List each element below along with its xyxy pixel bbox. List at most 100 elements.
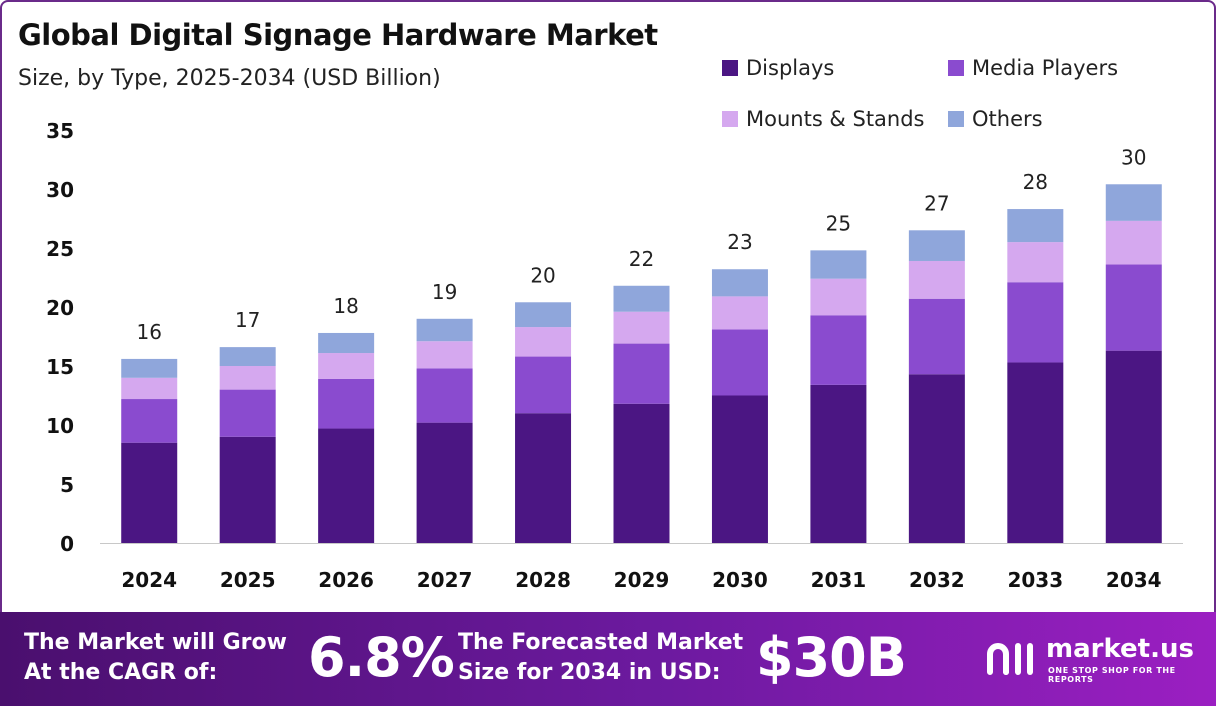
forecast-label-line1: The Forecasted Market (458, 630, 744, 655)
bar-mounts-stands-2026 (318, 353, 375, 379)
x-tick-label-2024: 2024 (121, 568, 177, 592)
bar-mounts-stands-2025 (219, 366, 276, 390)
y-tick-label-35: 35 (46, 119, 74, 143)
total-label-2025: 17 (235, 308, 260, 332)
x-tick-label-2027: 2027 (417, 568, 473, 592)
legend-label-others: Others (972, 107, 1043, 131)
bar-media-players-2033 (1007, 282, 1064, 363)
total-label-2024: 16 (137, 320, 162, 344)
bar-others-2033 (1007, 209, 1064, 243)
bar-media-players-2029 (613, 343, 670, 404)
legend-item-others[interactable]: Others (948, 107, 1043, 131)
total-label-2033: 28 (1023, 170, 1048, 194)
y-tick-label-15: 15 (46, 355, 74, 379)
bar-media-players-2030 (711, 329, 768, 396)
legend-label-media-players: Media Players (972, 56, 1119, 80)
y-tick-label-0: 0 (60, 532, 74, 556)
summary-banner: The Market will Grow At the CAGR of: 6.8… (0, 612, 1216, 706)
bar-displays-2025 (219, 436, 276, 543)
bar-media-players-2032 (908, 298, 965, 375)
legend-item-displays[interactable]: Displays (722, 56, 834, 80)
y-tick-label-25: 25 (46, 237, 74, 261)
bar-media-players-2024 (121, 399, 178, 443)
x-tick-label-2032: 2032 (909, 568, 965, 592)
total-label-2029: 22 (629, 247, 654, 271)
chart-legend: Displays Media Players Mounts & Stands O… (722, 56, 1192, 146)
legend-label-displays: Displays (746, 56, 835, 80)
bar-others-2034 (1105, 184, 1162, 221)
bar-others-2032 (908, 230, 965, 261)
bar-displays-2027 (416, 422, 473, 543)
y-tick-label-10: 10 (46, 414, 74, 438)
bar-displays-2033 (1007, 362, 1064, 543)
bar-mounts-stands-2031 (810, 278, 867, 316)
total-label-2034: 30 (1121, 145, 1146, 169)
bar-mounts-stands-2029 (613, 311, 670, 344)
logo-tagline: ONE STOP SHOP FOR THE REPORTS (1048, 666, 1176, 684)
bar-mounts-stands-2028 (515, 327, 572, 357)
bar-media-players-2026 (318, 378, 375, 429)
bar-others-2029 (613, 285, 670, 312)
bar-others-2027 (416, 318, 473, 342)
bar-media-players-2031 (810, 315, 867, 385)
stacked-bar-chart: 0 5 10 15 2025 30 35 16 17 18 19 20 22 23 25 27 28 30 20… (46, 119, 1183, 592)
chart-title: Global Digital Signage Hardware Market (18, 18, 658, 52)
legend-item-media-players[interactable]: Media Players (948, 56, 1118, 80)
legend-item-mounts-stands[interactable]: Mounts & Stands (722, 107, 925, 131)
bar-displays-2031 (810, 384, 867, 543)
bar-displays-2028 (515, 413, 572, 543)
total-label-2028: 20 (530, 263, 555, 287)
bar-displays-2026 (318, 428, 375, 543)
bar-mounts-stands-2034 (1105, 220, 1162, 265)
legend-swatch-media-players (948, 60, 964, 76)
y-tick-label-20: 20 (46, 296, 74, 320)
x-tick-label-2033: 2033 (1007, 568, 1063, 592)
cagr-label-line1: The Market will Grow (24, 630, 287, 655)
bar-others-2030 (711, 269, 768, 297)
bar-media-players-2034 (1105, 264, 1162, 351)
bar-others-2028 (515, 302, 572, 328)
y-tick-label-30: 30 (46, 178, 74, 202)
bar-others-2026 (318, 332, 375, 354)
bar-mounts-stands-2024 (121, 377, 178, 400)
x-tick-label-2029: 2029 (614, 568, 670, 592)
x-tick-label-2034: 2034 (1106, 568, 1162, 592)
legend-swatch-mounts-stands (722, 111, 738, 127)
legend-label-mounts-stands: Mounts & Stands (746, 107, 925, 131)
bar-displays-2032 (908, 374, 965, 543)
bar-media-players-2028 (515, 356, 572, 414)
bar-displays-2034 (1105, 350, 1162, 543)
bar-mounts-stands-2033 (1007, 242, 1064, 283)
bar-mounts-stands-2030 (711, 296, 768, 330)
bar-others-2024 (121, 358, 178, 378)
market-us-logo-icon (987, 643, 1033, 675)
cagr-label-line2: At the CAGR of: (24, 660, 218, 685)
bar-mounts-stands-2032 (908, 260, 965, 299)
total-label-2027: 19 (432, 280, 457, 304)
y-tick-label-5: 5 (60, 473, 74, 497)
bar-others-2031 (810, 250, 867, 279)
forecast-label-line2: Size for 2034 in USD: (458, 660, 721, 685)
logo-name: market.us (1046, 634, 1194, 664)
total-label-2032: 27 (924, 191, 949, 215)
x-axis: 2024 2025 2026 2027 2028 2029 2030 2031 2032 2033… (100, 543, 1183, 592)
legend-swatch-others (948, 111, 964, 127)
x-tick-label-2031: 2031 (811, 568, 867, 592)
bar-mounts-stands-2027 (416, 341, 473, 369)
x-tick-label-2026: 2026 (318, 568, 374, 592)
legend-swatch-displays (722, 60, 738, 76)
x-tick-label-2028: 2028 (515, 568, 571, 592)
bar-others-2025 (219, 347, 276, 366)
cagr-value: 6.8% (308, 626, 455, 689)
bar-displays-2024 (121, 442, 178, 543)
forecast-value: $30B (756, 626, 907, 689)
x-tick-label-2030: 2030 (712, 568, 768, 592)
bar-media-players-2025 (219, 389, 276, 437)
x-tick-label-2025: 2025 (220, 568, 276, 592)
y-axis: 0 5 10 15 20 25 30 35 (46, 119, 74, 556)
chart-subtitle: Size, by Type, 2025-2034 (USD Billion) (18, 66, 441, 91)
bar-group: 16 17 18 19 20 22 23 25 27 28 30 (121, 145, 1162, 543)
bar-media-players-2027 (416, 368, 473, 423)
total-label-2030: 23 (727, 230, 752, 254)
total-label-2026: 18 (333, 294, 358, 318)
